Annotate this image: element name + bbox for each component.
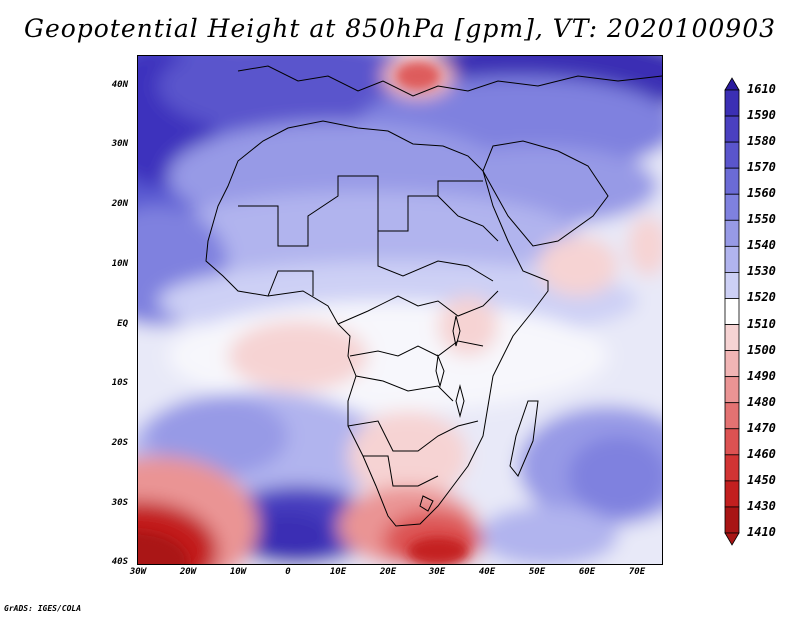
map-title: Geopotential Height at 850hPa [gpm], VT:… [23,14,777,43]
colorbar-box [724,350,740,378]
lat-label-40s: 40S [111,557,128,567]
lat-label-30n: 30N [111,139,128,149]
lon-label-0: 0 [285,567,291,577]
colorbar-box [724,245,740,273]
colorbar-box [724,402,740,430]
lat-label-40n: 40N [111,80,128,90]
colorbar-box [724,454,740,482]
lat-label-eq: EQ [117,319,128,329]
colorbar-level-label: 1580 [747,134,776,149]
colorbar-level-label: 1500 [747,342,776,357]
colorbar-box [724,141,740,169]
lon-label-40e: 40E [478,567,496,577]
colorbar-top-arrow [724,77,740,91]
colorbar-box [724,324,740,351]
colorbar-box [724,428,740,456]
colorbar-box [724,193,740,221]
lon-label-10w: 10W [229,567,247,577]
colorbar-boxes [724,77,740,546]
colorbar-box [724,480,740,508]
credit-footer: GrADS: IGES/COLA [4,604,82,613]
colorbar-level-label: 1540 [747,238,776,253]
coastline-outline [205,65,662,527]
lon-label-70e: 70E [628,567,646,577]
map-panel [137,55,663,565]
colorbar-box [724,376,740,404]
lon-label-10e: 10E [329,567,347,577]
lat-label-30s: 30S [111,498,128,508]
colorbar-level-label: 1450 [747,472,776,487]
colorbar-level-label: 1560 [747,186,776,201]
colorbar-level-label: 1470 [747,420,776,435]
colorbar-box [724,272,740,299]
lat-label-20n: 20N [111,199,128,209]
lon-label-30w: 30W [129,567,147,577]
colorbar-level-label: 1530 [747,264,776,279]
lon-label-30e: 30E [428,567,446,577]
colorbar-box [724,89,740,117]
lat-label-20s: 20S [111,438,128,448]
colorbar-level-label: 1480 [747,394,776,409]
height-field-map [138,56,662,564]
lat-label-10s: 10S [111,378,128,388]
colorbar-bottom-arrow [724,532,740,546]
colorbar-level-label: 1490 [747,368,776,383]
lat-label-10n: 10N [111,259,128,269]
colorbar-level-label: 1410 [747,525,776,539]
colorbar-box [724,219,740,247]
shaded-field-detail [138,62,468,564]
lon-label-50e: 50E [528,567,546,577]
colorbar-level-label: 1430 [747,498,776,513]
shaded-field [138,56,662,564]
lon-label-60e: 60E [578,567,596,577]
colorbar-level-label: 1590 [747,108,776,123]
colorbar-box [724,506,740,534]
lon-label-20w: 20W [179,567,197,577]
colorbar-level-label: 1510 [747,316,776,331]
colorbar-box [724,115,740,143]
colorbar-level-label: 1460 [747,446,776,461]
colorbar-level-label: 1570 [747,160,776,175]
colorbar-level-label: 1610 [747,82,776,96]
lon-label-20e: 20E [379,567,397,577]
colorbar-level-label: 1550 [747,212,776,227]
colorbar-box [724,167,740,195]
colorbar-level-label: 1520 [747,290,776,305]
colorbar-box [724,298,740,325]
